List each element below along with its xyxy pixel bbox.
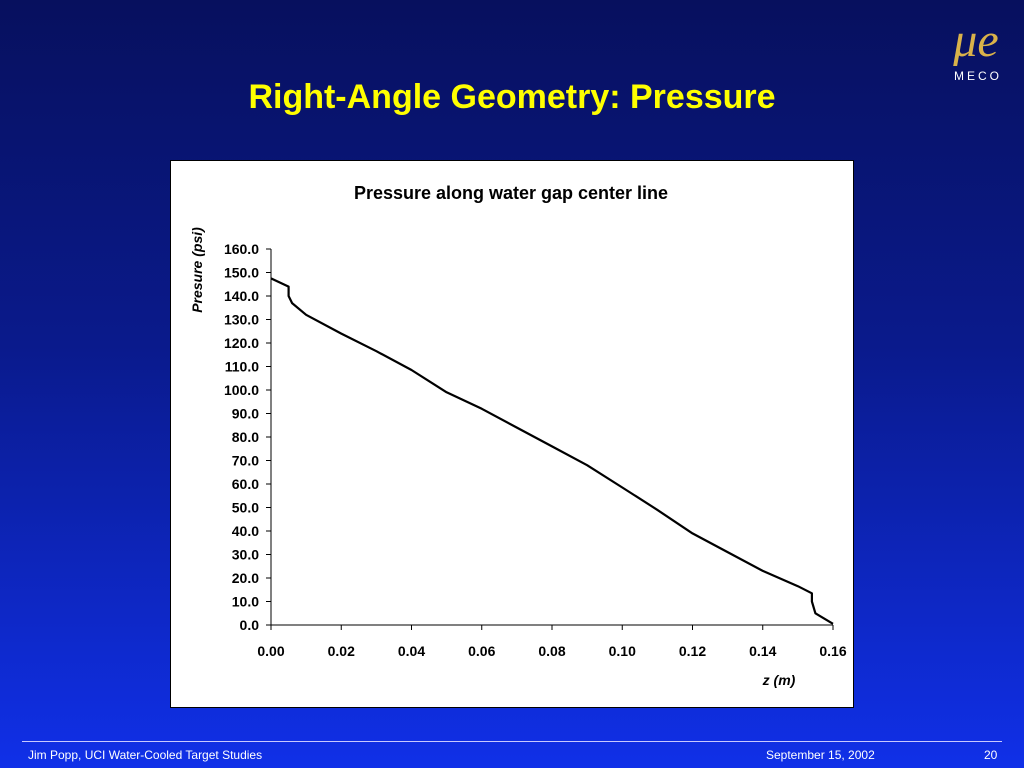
x-axis-label: z (m) [762, 672, 796, 688]
x-tick-label: 0.02 [328, 643, 355, 659]
y-tick-label: 90.0 [232, 406, 259, 422]
footer-date: September 15, 2002 [766, 748, 875, 762]
y-tick-label: 160.0 [224, 241, 259, 257]
chart-panel: Pressure along water gap center line Pre… [170, 160, 854, 708]
y-tick-label: 20.0 [232, 570, 259, 586]
y-tick-label: 40.0 [232, 523, 259, 539]
pressure-series-line [270, 277, 834, 625]
y-tick-label: 50.0 [232, 500, 259, 516]
logo-text: MECO [954, 69, 1002, 83]
pressure-chart: Pressure along water gap center line Pre… [189, 183, 847, 688]
y-tick-label: 110.0 [225, 359, 259, 375]
slide-title: Right-Angle Geometry: Pressure [248, 78, 776, 116]
logo-mark: μe [952, 14, 998, 67]
x-tick-label: 0.00 [257, 643, 284, 659]
meco-logo: μe MECO [952, 14, 1002, 83]
y-tick-label: 80.0 [232, 429, 259, 445]
x-tick-label: 0.08 [538, 643, 565, 659]
y-tick-label: 0.0 [240, 617, 260, 633]
x-tick-label: 0.04 [398, 643, 425, 659]
y-tick-label: 30.0 [232, 547, 259, 563]
footer-divider [22, 741, 1002, 742]
x-tick-label: 0.10 [609, 643, 636, 659]
y-tick-label: 130.0 [224, 312, 259, 328]
y-tick-label: 10.0 [232, 594, 259, 610]
x-tick-label: 0.12 [679, 643, 706, 659]
y-axis-label: Presure (psi) [189, 227, 205, 313]
y-tick-label: 70.0 [232, 453, 259, 469]
x-tick-label: 0.14 [749, 643, 776, 659]
chart-axes: 0.0 10.0 20.0 30.0 40.0 50.0 60.0 70.0 80.0 90.0 1… [224, 241, 847, 659]
x-tick-label: 0.06 [468, 643, 495, 659]
footer-author: Jim Popp, UCI Water-Cooled Target Studie… [28, 748, 263, 762]
footer-page-number: 20 [984, 748, 998, 762]
chart-plot-area [270, 277, 834, 625]
y-tick-label: 100.0 [224, 382, 259, 398]
y-tick-label: 150.0 [224, 265, 259, 281]
y-tick-label: 60.0 [232, 476, 259, 492]
x-tick-label: 0.16 [819, 643, 846, 659]
chart-title: Pressure along water gap center line [354, 183, 668, 203]
y-tick-label: 140.0 [224, 288, 259, 304]
y-tick-label: 120.0 [224, 335, 259, 351]
